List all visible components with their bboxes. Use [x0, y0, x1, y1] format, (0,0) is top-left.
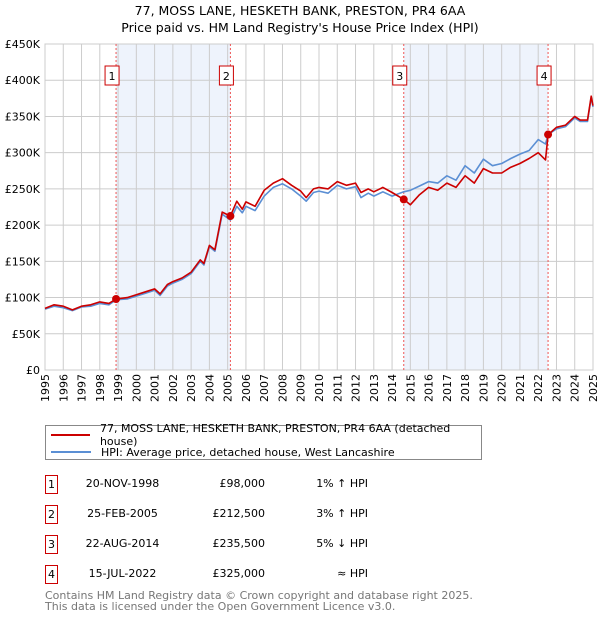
sale-price: £325,000	[212, 567, 266, 580]
x-tick-label: 2009	[295, 374, 308, 402]
x-tick-label: 2001	[149, 374, 162, 402]
sale-number-badge: 2	[45, 505, 58, 524]
legend-label-hpi: HPI: Average price, detached house, West…	[101, 445, 395, 459]
y-tick-label: £200K	[5, 219, 41, 232]
x-tick-label: 1999	[112, 374, 125, 402]
plot-frame	[44, 43, 594, 371]
sale-marker-number: 2	[223, 70, 230, 83]
x-tick-label: 2014	[386, 374, 399, 402]
y-tick-label: £450K	[5, 38, 41, 51]
hpi-comparison: 5% ↓ HPI	[316, 537, 368, 550]
x-tick-label: 2018	[459, 374, 472, 402]
x-tick-label: 2012	[350, 374, 363, 402]
x-tick-label: 2020	[496, 374, 509, 402]
sale-date: 25-FEB-2005	[87, 507, 158, 520]
x-tick-label: 2016	[423, 374, 436, 402]
sale-marker-box	[218, 65, 234, 86]
y-tick-label: £100K	[5, 292, 41, 305]
sale-marker-number: 3	[396, 70, 403, 83]
x-tick-label: 2002	[167, 374, 180, 402]
price-paid-line	[44, 95, 594, 311]
x-tick-label: 2022	[532, 374, 545, 402]
x-tick-label: 1998	[94, 374, 107, 402]
x-tick-label: 1995	[39, 374, 52, 402]
x-tick-label: 2008	[276, 374, 289, 402]
sale-marker-label-2: 2	[218, 65, 234, 86]
sale-point-3	[399, 195, 408, 204]
footer-licence: This data is licensed under the Open Gov…	[45, 600, 396, 613]
x-tick-label: 2017	[441, 374, 454, 402]
x-tick-label: 2005	[222, 374, 235, 402]
x-tick-label: 2019	[477, 374, 490, 402]
y-tick-label: £50K	[12, 328, 41, 341]
sale-date: 22-AUG-2014	[85, 537, 160, 550]
chart-subtitle: Price paid vs. HM Land Registry's House …	[121, 20, 479, 35]
sale-marker-number: 1	[109, 70, 116, 83]
sale-date: 20-NOV-1998	[85, 477, 160, 490]
sale-number-badge: 1	[45, 475, 58, 494]
x-tick-label: 2021	[514, 374, 527, 402]
chart-legend: 77, MOSS LANE, HESKETH BANK, PRESTON, PR…	[45, 422, 482, 460]
y-tick-label: £0	[26, 364, 40, 377]
x-tick-label: 2010	[313, 374, 326, 402]
x-tick-label: 2006	[240, 374, 253, 402]
sale-price: £235,500	[212, 537, 266, 550]
x-tick-label: 2025	[587, 374, 600, 402]
x-tick-label: 1997	[76, 374, 89, 402]
sale-marker-box	[104, 65, 120, 86]
chart-title: 77, MOSS LANE, HESKETH BANK, PRESTON, PR…	[134, 3, 466, 18]
legend-swatch-property	[51, 434, 90, 436]
x-tick-label: 2000	[130, 374, 143, 402]
sale-number-badge: 4	[45, 565, 58, 584]
x-tick-label: 2004	[203, 374, 216, 402]
x-tick-label: 1996	[57, 374, 70, 402]
sale-point-1	[112, 295, 121, 304]
hpi-comparison: 1% ↑ HPI	[316, 477, 368, 490]
x-tick-label: 2024	[569, 374, 582, 402]
sale-marker-number: 4	[541, 70, 548, 83]
legend-swatch-hpi	[51, 451, 91, 453]
sale-price: £212,500	[212, 507, 266, 520]
sale-marker-label-1: 1	[104, 65, 120, 86]
legend-label-property: 77, MOSS LANE, HESKETH BANK, PRESTON, PR…	[99, 422, 451, 448]
legend-item-property: 77, MOSS LANE, HESKETH BANK, PRESTON, PR…	[51, 422, 481, 448]
x-tick-label: 2015	[404, 374, 417, 402]
y-tick-label: £150K	[5, 255, 41, 268]
x-tick-label: 2003	[185, 374, 198, 402]
hpi-line	[44, 96, 594, 312]
sale-marker-label-4: 4	[536, 65, 552, 86]
footer-copyright: Contains HM Land Registry data © Crown c…	[45, 589, 473, 602]
sale-point-2	[226, 212, 235, 221]
x-tick-label: 2023	[550, 374, 563, 402]
x-tick-label: 2013	[368, 374, 381, 402]
hpi-comparison: 3% ↑ HPI	[316, 507, 368, 520]
shaded-period-2	[403, 44, 549, 370]
hpi-comparison: ≈ HPI	[337, 567, 368, 580]
x-tick-label: 2007	[258, 374, 271, 402]
chart-plot: 1995 1996 1997 1998 1999 2000 2001 2002 2003 2004…	[5, 38, 600, 402]
x-tick-label: 2011	[331, 374, 344, 402]
y-tick-label: £250K	[5, 183, 41, 196]
sale-number-badge: 3	[45, 535, 58, 554]
sale-date: 15-JUL-2022	[88, 567, 157, 580]
sale-price: £98,000	[219, 477, 266, 490]
sale-marker-label-3: 3	[392, 65, 408, 86]
y-tick-label: £300K	[5, 147, 41, 160]
sale-marker-box	[536, 65, 552, 86]
legend-item-hpi: HPI: Average price, detached house, West…	[51, 444, 395, 460]
y-tick-label: £400K	[5, 74, 41, 87]
sale-point-4	[544, 130, 553, 139]
sale-marker-box	[392, 65, 408, 86]
y-tick-label: £350K	[5, 110, 41, 123]
